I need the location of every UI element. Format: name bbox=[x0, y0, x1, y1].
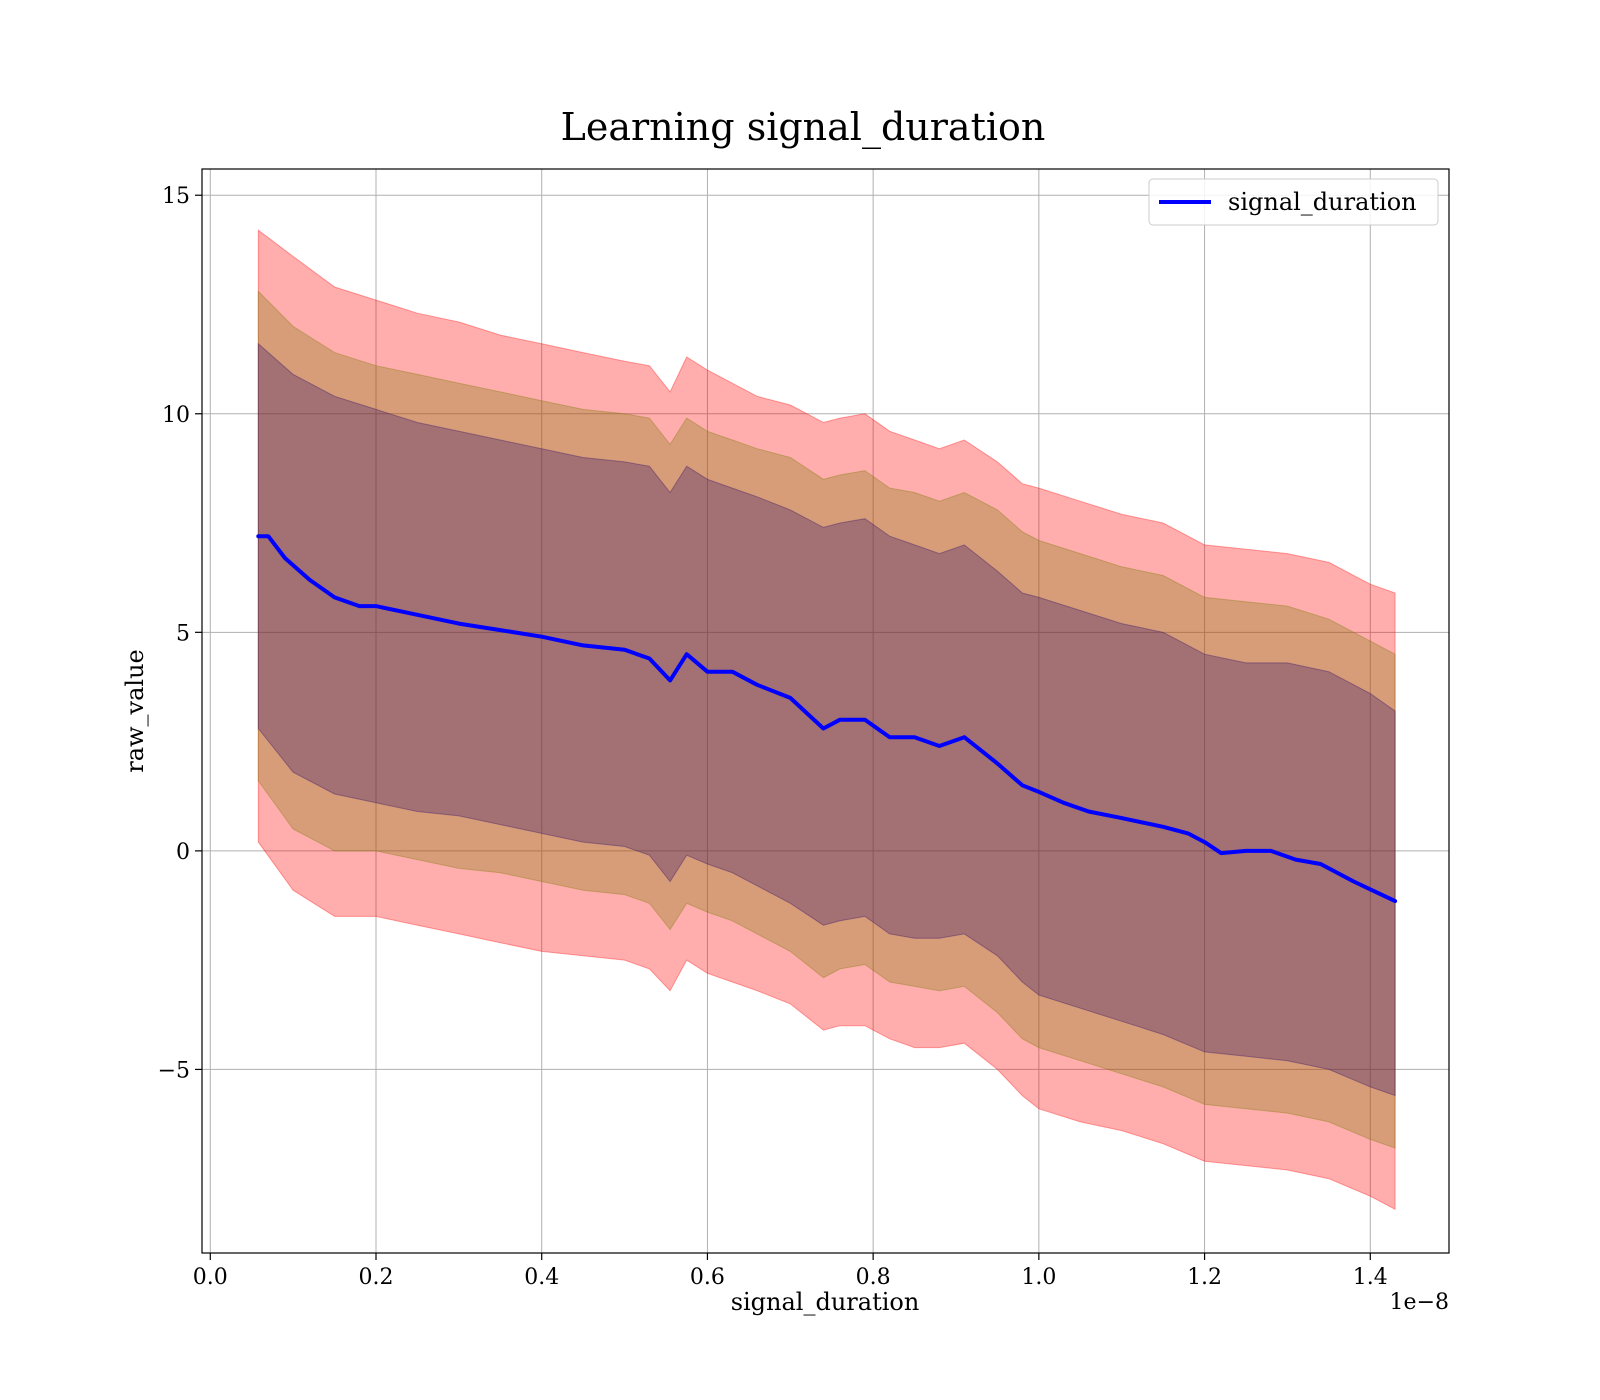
confidence-bands bbox=[257, 229, 1396, 1211]
x-tick-label: 0.6 bbox=[690, 1265, 725, 1290]
x-tick-label: 0.0 bbox=[193, 1265, 228, 1290]
legend-label: signal_duration bbox=[1228, 188, 1417, 216]
y-tick-label: 0 bbox=[176, 840, 190, 865]
x-axis-ticks: 0.0 0.2 0.4 0.6 0.8 1.0 1.2 1.4 bbox=[193, 1253, 1388, 1290]
x-tick-label: 1.4 bbox=[1353, 1265, 1388, 1290]
y-tick-label: 10 bbox=[162, 403, 190, 428]
y-axis-label: raw_value bbox=[121, 649, 149, 773]
x-axis-label: signal_duration bbox=[731, 1288, 920, 1316]
y-tick-label: −5 bbox=[158, 1058, 190, 1083]
y-tick-label: 5 bbox=[176, 621, 190, 646]
y-axis-ticks: 15 10 5 0 −5 bbox=[158, 184, 202, 1083]
x-tick-label: 0.2 bbox=[359, 1265, 394, 1290]
x-tick-label: 1.0 bbox=[1021, 1265, 1056, 1290]
x-tick-label: 0.4 bbox=[524, 1265, 559, 1290]
y-tick-label: 15 bbox=[162, 184, 190, 209]
plot-frame bbox=[201, 168, 1450, 1254]
x-axis-multiplier: 1e−8 bbox=[1390, 1290, 1449, 1315]
legend-box bbox=[1148, 178, 1439, 226]
x-tick-label: 0.8 bbox=[856, 1265, 891, 1290]
confidence-band-2 bbox=[257, 290, 1396, 1149]
grid bbox=[202, 169, 1449, 1253]
chart-title: Learning signal_duration bbox=[561, 105, 1046, 150]
legend: signal_duration bbox=[1148, 178, 1439, 226]
confidence-band-3 bbox=[257, 342, 1396, 1097]
confidence-band-1 bbox=[257, 229, 1396, 1211]
series-line-1 bbox=[256, 534, 1398, 904]
x-tick-label: 1.2 bbox=[1187, 1265, 1222, 1290]
series-lines bbox=[256, 534, 1398, 904]
